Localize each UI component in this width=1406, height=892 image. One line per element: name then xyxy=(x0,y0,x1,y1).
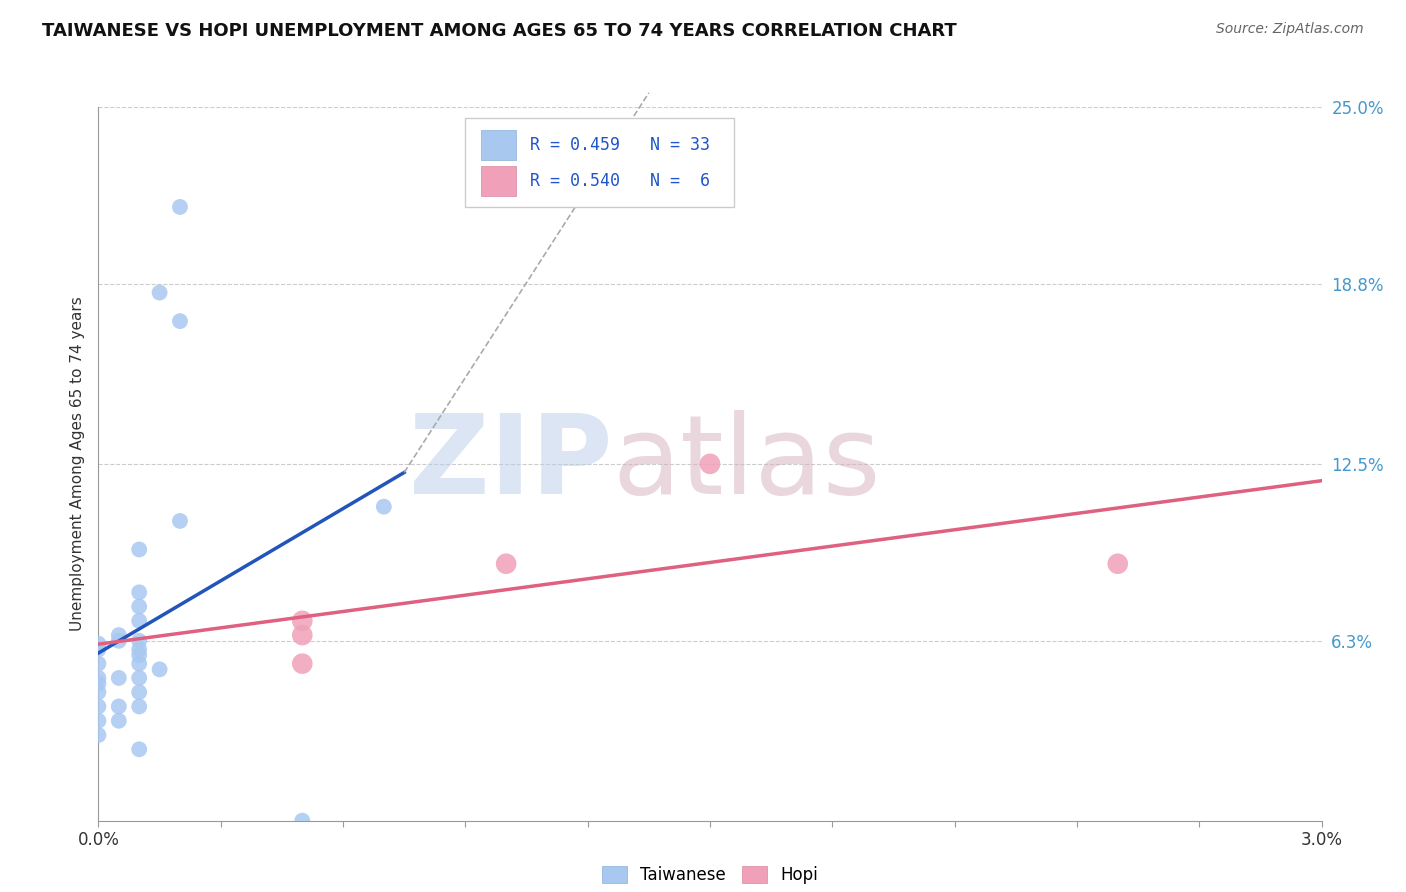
Point xyxy=(149,285,172,300)
Bar xyxy=(481,130,516,160)
Point xyxy=(1107,557,1129,571)
Point xyxy=(108,714,131,728)
Point xyxy=(128,648,150,662)
Point xyxy=(128,699,150,714)
Text: atlas: atlas xyxy=(612,410,880,517)
Text: R = 0.459   N = 33: R = 0.459 N = 33 xyxy=(530,136,710,153)
Point xyxy=(291,657,314,671)
Point xyxy=(291,614,314,628)
FancyBboxPatch shape xyxy=(465,118,734,207)
Point xyxy=(291,814,314,828)
Point xyxy=(87,657,110,671)
Point xyxy=(87,676,110,690)
Text: Source: ZipAtlas.com: Source: ZipAtlas.com xyxy=(1216,22,1364,37)
Point xyxy=(373,500,395,514)
Point xyxy=(128,599,150,614)
Point xyxy=(87,699,110,714)
Point xyxy=(169,514,191,528)
Y-axis label: Unemployment Among Ages 65 to 74 years: Unemployment Among Ages 65 to 74 years xyxy=(69,296,84,632)
Point xyxy=(128,657,150,671)
Point xyxy=(128,742,150,756)
Point xyxy=(699,457,721,471)
Point xyxy=(291,628,314,642)
Point xyxy=(108,671,131,685)
Point xyxy=(87,714,110,728)
Point xyxy=(87,637,110,651)
Point xyxy=(128,685,150,699)
Point xyxy=(169,200,191,214)
Point xyxy=(87,671,110,685)
Point xyxy=(169,314,191,328)
Point xyxy=(108,699,131,714)
Point xyxy=(108,633,131,648)
Bar xyxy=(481,166,516,196)
Point xyxy=(108,628,131,642)
Text: ZIP: ZIP xyxy=(409,410,612,517)
Point xyxy=(128,642,150,657)
Point xyxy=(495,557,517,571)
Legend: Taiwanese, Hopi: Taiwanese, Hopi xyxy=(595,859,825,891)
Text: R = 0.540   N =  6: R = 0.540 N = 6 xyxy=(530,172,710,190)
Point xyxy=(128,542,150,557)
Point xyxy=(149,662,172,676)
Point xyxy=(87,685,110,699)
Point xyxy=(87,728,110,742)
Point xyxy=(128,614,150,628)
Point xyxy=(128,585,150,599)
Point xyxy=(128,671,150,685)
Point xyxy=(87,642,110,657)
Text: TAIWANESE VS HOPI UNEMPLOYMENT AMONG AGES 65 TO 74 YEARS CORRELATION CHART: TAIWANESE VS HOPI UNEMPLOYMENT AMONG AGE… xyxy=(42,22,957,40)
Point xyxy=(128,633,150,648)
